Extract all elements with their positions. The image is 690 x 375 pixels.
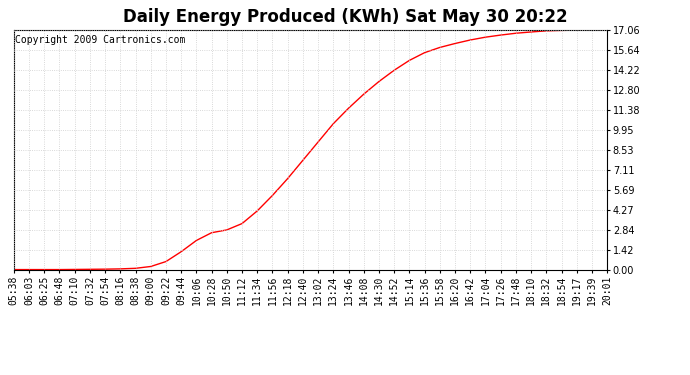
Text: Copyright 2009 Cartronics.com: Copyright 2009 Cartronics.com [15, 35, 186, 45]
Text: Daily Energy Produced (KWh) Sat May 30 20:22: Daily Energy Produced (KWh) Sat May 30 2… [123, 8, 567, 26]
